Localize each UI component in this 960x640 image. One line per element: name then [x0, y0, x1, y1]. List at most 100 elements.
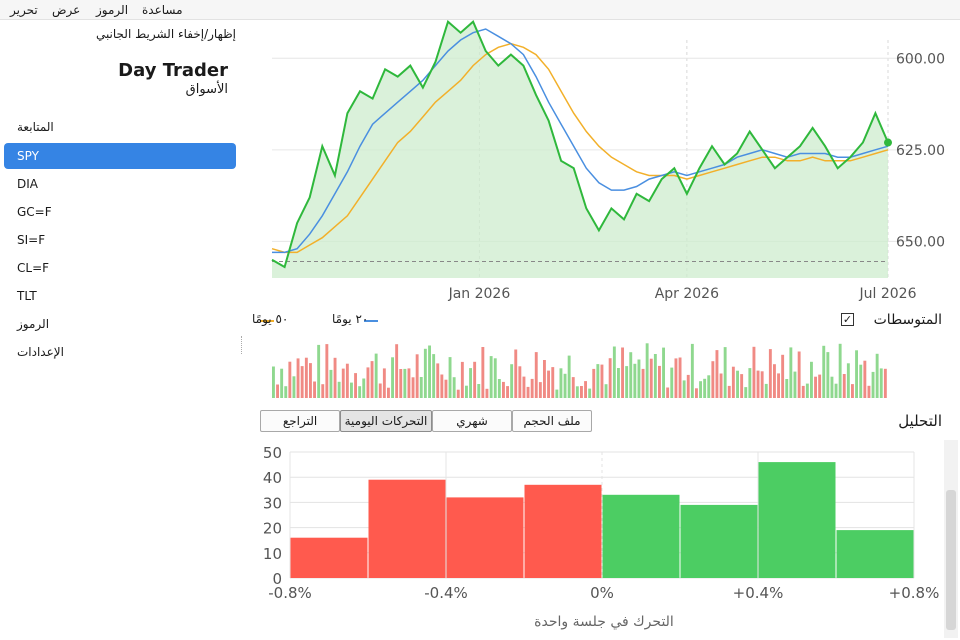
hist-x-tick-label: 0%: [590, 584, 614, 602]
scrollbar-thumb[interactable]: [946, 490, 956, 630]
sidebar-item-tlt[interactable]: TLT: [17, 289, 37, 303]
volume-bar: [481, 347, 485, 398]
volume-bar: [555, 389, 559, 398]
tab-monthly[interactable]: شهري: [432, 410, 512, 432]
sidebar: إظهار/إخفاء الشريط الجانبي Day Trader ال…: [0, 20, 244, 640]
tab-daily-moves[interactable]: التحركات اليومية: [340, 410, 432, 432]
volume-bar: [678, 357, 682, 398]
price-y-tick-label: 650.00: [896, 234, 945, 250]
sidebar-item-settings[interactable]: الإعدادات: [17, 345, 64, 359]
volume-bar: [399, 369, 403, 398]
volume-bar: [867, 385, 871, 398]
sidebar-item-si[interactable]: SI=F: [17, 233, 46, 247]
volume-bar: [871, 371, 875, 398]
volume-bar: [855, 350, 858, 398]
sidebar-item-gc[interactable]: GC=F: [17, 205, 52, 219]
volume-bar: [526, 386, 530, 398]
volume-bar: [838, 343, 842, 398]
volume-bar: [387, 387, 390, 398]
hist-bar: [836, 530, 914, 578]
volume-bar: [641, 368, 645, 398]
sidebar-resize-handle[interactable]: [241, 336, 243, 354]
sidebar-item-dia[interactable]: DIA: [17, 177, 38, 191]
volume-bar: [473, 361, 477, 398]
volume-bar: [851, 384, 854, 398]
volume-bar: [469, 368, 472, 398]
volume-bar: [321, 384, 325, 398]
volume-bar: [740, 374, 744, 398]
volume-bar: [378, 383, 382, 398]
volume-bar: [662, 347, 665, 398]
sidebar-item-watchlist[interactable]: المتابعة: [17, 120, 54, 134]
volume-bar: [637, 359, 641, 398]
volume-bar: [645, 343, 649, 398]
volume-bar: [789, 347, 793, 398]
volume-bar: [337, 381, 341, 398]
volume-bar: [674, 358, 678, 398]
volume-bar: [567, 355, 571, 398]
hist-y-tick-label: 10: [263, 545, 282, 563]
price-y-tick-label: 625.00: [896, 143, 945, 159]
volume-bar: [423, 348, 427, 398]
volume-bar: [580, 386, 583, 398]
volume-bar: [600, 364, 604, 398]
hist-y-tick-label: 50: [263, 444, 282, 462]
volume-bar: [391, 357, 394, 398]
volume-bar: [415, 354, 419, 398]
volume-bar: [649, 358, 653, 398]
tab-volume-profile[interactable]: ملف الحجم: [512, 410, 592, 432]
volume-bar: [317, 344, 321, 398]
volume-bar: [350, 382, 353, 398]
tab-drawdown[interactable]: التراجع: [260, 410, 340, 432]
averages-checkbox[interactable]: ✓: [841, 313, 854, 326]
volume-bar: [715, 350, 719, 398]
volume-bar: [571, 377, 575, 398]
sidebar-item-symbols[interactable]: الرموز: [17, 317, 50, 331]
sidebar-item-cl[interactable]: CL=F: [17, 261, 50, 275]
menu-help[interactable]: مساعدة: [142, 3, 183, 17]
legend-label-ma50: ٥٠ يومًا: [252, 312, 289, 326]
sidebar-toggle-button[interactable]: إظهار/إخفاء الشريط الجانبي: [95, 27, 236, 41]
volume-bar: [764, 383, 768, 398]
daily-moves-histogram: 0 10 20 30 40 50 -0.8% -0.4% 0% +0.4% +0.8% التحرك …: [263, 444, 939, 630]
volume-bar: [538, 382, 542, 398]
price-x-tick-label: Apr 2026: [655, 286, 719, 302]
price-area-fill: [272, 21, 888, 278]
volume-bar: [559, 368, 563, 398]
price-chart: Jan 2026 Apr 2026 Jul 2026 650.00 625.00 600.…: [271, 20, 945, 302]
volume-bar: [358, 386, 362, 398]
volume-bar: [633, 363, 637, 398]
volume-bar: [756, 370, 760, 398]
volume-bar: [842, 374, 846, 398]
volume-bar: [818, 374, 822, 398]
menu-view[interactable]: عرض: [52, 3, 81, 17]
menu-symbols[interactable]: الرموز: [96, 3, 129, 17]
brand-subtitle: الأسواق: [185, 82, 228, 97]
volume-bar: [272, 366, 275, 398]
volume-bar: [354, 373, 357, 398]
sidebar-item-spy[interactable]: SPY: [4, 143, 236, 169]
hist-bar: [368, 479, 446, 578]
menu-edit[interactable]: تحرير: [10, 3, 38, 17]
hist-x-axis-label: التحرك في جلسة واحدة: [534, 614, 674, 630]
volume-bar: [653, 354, 657, 398]
volume-bar: [288, 361, 292, 398]
volume-bar: [879, 368, 883, 398]
volume-bar: [596, 364, 600, 398]
volume-bar: [448, 357, 452, 398]
volume-bar: [444, 379, 448, 398]
volume-bar: [612, 346, 616, 398]
volume-bar: [846, 363, 850, 398]
volume-bar: [793, 371, 797, 398]
volume-bar: [506, 386, 509, 398]
volume-bar: [695, 388, 698, 398]
hist-bar: [290, 537, 368, 578]
volume-bar: [382, 368, 386, 398]
volume-bar: [530, 378, 534, 398]
volume-bar: [456, 389, 460, 398]
volume-bar: [773, 364, 776, 398]
volume-bar: [485, 388, 489, 398]
volume-bar: [460, 361, 464, 398]
volume-bar: [551, 367, 555, 398]
volume-bar: [859, 364, 863, 398]
